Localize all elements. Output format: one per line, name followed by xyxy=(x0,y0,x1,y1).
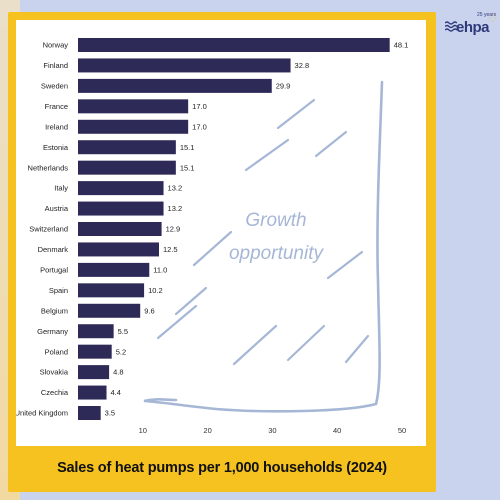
bar-12 xyxy=(78,283,145,298)
x-tick-label-1: 20 xyxy=(203,426,211,435)
chart-title: Sales of heat pumps per 1,000 households… xyxy=(57,460,387,476)
x-tick-label-4: 50 xyxy=(398,426,406,435)
bar-5 xyxy=(78,140,176,155)
value-label-10: 12.5 xyxy=(163,245,178,254)
bar-14 xyxy=(78,324,114,339)
category-label-11: Portugal xyxy=(40,265,68,274)
value-label-3: 17.0 xyxy=(192,102,207,111)
logo-stars-icon xyxy=(489,14,497,22)
bar-2 xyxy=(78,78,272,93)
x-tick-label-2: 30 xyxy=(268,426,276,435)
logo-years-label: 25 years xyxy=(477,12,497,18)
bar-13 xyxy=(78,303,141,318)
value-label-8: 13.2 xyxy=(168,204,183,213)
annotation-hatch-6 xyxy=(232,324,278,366)
logo-waves-icon xyxy=(445,21,457,32)
bar-11 xyxy=(78,262,150,277)
category-label-1: Finland xyxy=(43,61,68,70)
logo-text: ehpa xyxy=(456,19,490,36)
category-label-9: Switzerland xyxy=(29,225,68,234)
bar-7 xyxy=(78,181,164,196)
category-label-15: Poland xyxy=(45,347,68,356)
annotation-hatch-7 xyxy=(286,324,326,362)
value-label-13: 9.6 xyxy=(144,306,154,315)
annotation-hatch-2 xyxy=(244,138,290,172)
category-label-0: Norway xyxy=(43,41,69,50)
bar-8 xyxy=(78,201,164,216)
category-label-8: Austria xyxy=(45,204,69,213)
value-label-11: 11.0 xyxy=(153,265,167,274)
value-label-12: 10.2 xyxy=(148,286,163,295)
annotation-outline xyxy=(143,80,384,413)
bar-16 xyxy=(78,365,110,380)
value-label-17: 4.4 xyxy=(111,388,121,397)
bar-chart: Growth opportunity Norway 48.1 Finland 32.8 Sw… xyxy=(16,38,409,435)
category-label-4: Ireland xyxy=(45,122,68,131)
annotation-text-1: opportunity xyxy=(229,243,325,264)
bar-4 xyxy=(78,119,189,134)
bar-10 xyxy=(78,242,159,257)
annotation-hatch-5 xyxy=(156,304,198,340)
value-label-2: 29.9 xyxy=(276,81,291,90)
value-label-16: 4.8 xyxy=(113,368,123,377)
bar-6 xyxy=(78,160,176,175)
ehpa-logo: 25 years ehpa xyxy=(445,12,497,40)
category-label-7: Italy xyxy=(54,184,68,193)
value-label-4: 17.0 xyxy=(192,122,207,131)
category-label-14: Germany xyxy=(37,327,68,336)
category-label-5: Estonia xyxy=(43,143,69,152)
value-label-1: 32.8 xyxy=(295,61,310,70)
value-label-9: 12.9 xyxy=(166,225,181,234)
value-label-15: 5.2 xyxy=(116,347,126,356)
category-label-17: Czechia xyxy=(41,388,69,397)
value-label-7: 13.2 xyxy=(168,184,183,193)
value-label-18: 3.5 xyxy=(105,409,115,418)
chart-panel: Growth opportunity Norway 48.1 Finland 32.8 Sw… xyxy=(16,20,426,446)
category-label-6: Netherlands xyxy=(28,163,69,172)
x-tick-label-3: 40 xyxy=(333,426,341,435)
category-label-16: Slovakia xyxy=(40,368,69,377)
bar-0 xyxy=(78,38,390,52)
category-label-13: Belgium xyxy=(41,306,68,315)
category-label-2: Sweden xyxy=(41,81,68,90)
value-label-0: 48.1 xyxy=(394,41,409,50)
annotation-hatch-4 xyxy=(326,250,364,280)
value-label-14: 5.5 xyxy=(118,327,128,336)
annotation-text-0: Growth xyxy=(245,210,306,231)
annotation-hatch-3 xyxy=(192,230,233,267)
bar-17 xyxy=(78,385,107,400)
category-label-18: United Kingdom xyxy=(16,409,68,418)
bar-18 xyxy=(78,406,101,420)
bar-1 xyxy=(78,58,291,73)
annotation-hatch-8 xyxy=(344,334,370,364)
category-label-10: Denmark xyxy=(38,245,69,254)
annotation-hatch-9 xyxy=(174,286,208,316)
x-tick-label-0: 10 xyxy=(139,426,147,435)
category-label-3: France xyxy=(45,102,68,111)
bar-9 xyxy=(78,222,162,236)
annotation-hatch-0 xyxy=(276,98,316,130)
category-label-12: Spain xyxy=(49,286,68,295)
annotation-hatch-1 xyxy=(314,130,348,158)
value-label-5: 15.1 xyxy=(180,143,195,152)
value-label-6: 15.1 xyxy=(180,163,195,172)
bar-3 xyxy=(78,99,189,114)
bar-15 xyxy=(78,344,112,359)
